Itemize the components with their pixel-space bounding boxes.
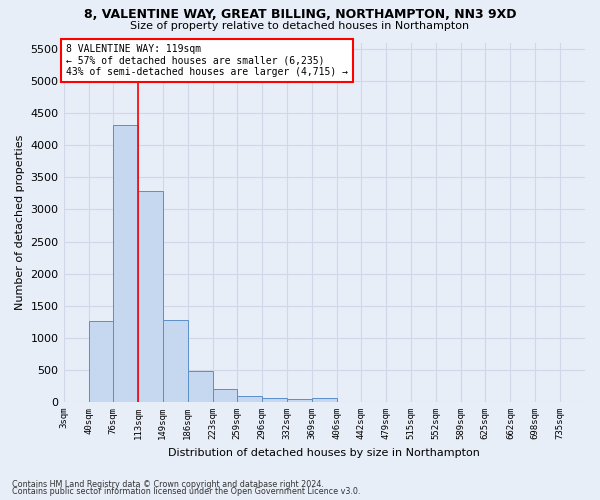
- Bar: [213, 388, 237, 402]
- Bar: [262, 398, 287, 402]
- Bar: [163, 320, 188, 402]
- Bar: [237, 396, 262, 402]
- Text: Contains public sector information licensed under the Open Government Licence v3: Contains public sector information licen…: [12, 487, 361, 496]
- Text: Contains HM Land Registry data © Crown copyright and database right 2024.: Contains HM Land Registry data © Crown c…: [12, 480, 324, 489]
- Bar: [312, 398, 337, 402]
- Bar: [188, 371, 213, 402]
- Bar: [138, 191, 163, 402]
- Y-axis label: Number of detached properties: Number of detached properties: [15, 134, 25, 310]
- X-axis label: Distribution of detached houses by size in Northampton: Distribution of detached houses by size …: [169, 448, 480, 458]
- Bar: [287, 398, 312, 402]
- Text: Size of property relative to detached houses in Northampton: Size of property relative to detached ho…: [130, 21, 470, 31]
- Text: 8 VALENTINE WAY: 119sqm
← 57% of detached houses are smaller (6,235)
43% of semi: 8 VALENTINE WAY: 119sqm ← 57% of detache…: [66, 44, 348, 78]
- Bar: [113, 124, 138, 402]
- Bar: [89, 321, 113, 402]
- Text: 8, VALENTINE WAY, GREAT BILLING, NORTHAMPTON, NN3 9XD: 8, VALENTINE WAY, GREAT BILLING, NORTHAM…: [84, 8, 516, 20]
